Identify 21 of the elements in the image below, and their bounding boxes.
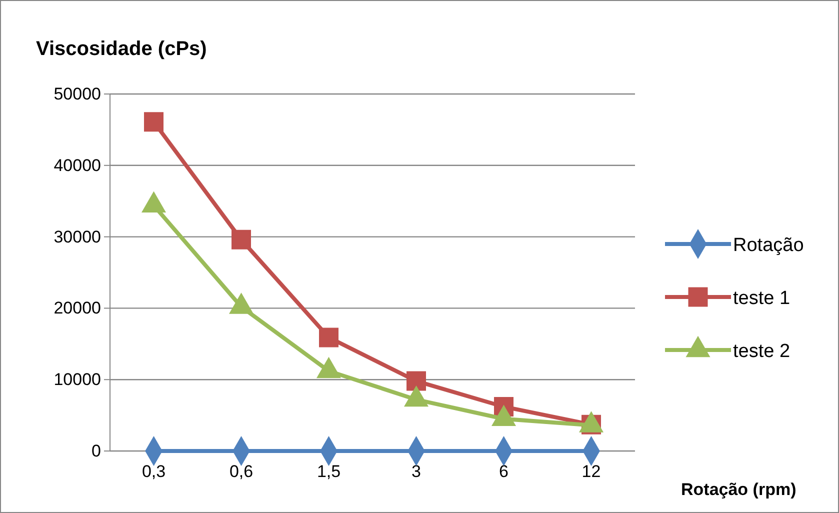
x-tick-label: 1,5 (316, 462, 341, 482)
x-tick-label: 3 (412, 462, 421, 482)
legend-label: teste 2 (733, 341, 790, 362)
point (406, 371, 426, 391)
x-tick-label: 12 (582, 462, 601, 482)
point (319, 328, 338, 348)
y-tick-label: 0 (92, 441, 101, 460)
point (144, 112, 164, 132)
y-tick-label: 10000 (54, 370, 101, 390)
chart-title: Viscosidade (cPs) (36, 38, 207, 60)
x-tick-label: 0,3 (142, 462, 166, 482)
point (232, 230, 251, 250)
legend-label: Rotação (733, 235, 804, 256)
x-tick-label: 6 (499, 462, 508, 482)
y-tick-label: 30000 (54, 227, 101, 246)
x-axis-title: Rotação (rpm) (681, 480, 796, 499)
x-tick-label: 0,6 (229, 462, 254, 482)
legend-label: teste 1 (733, 288, 790, 309)
y-tick-label: 20000 (54, 298, 101, 318)
y-tick-label: 50000 (54, 84, 101, 104)
y-tick-label: 40000 (54, 156, 101, 175)
